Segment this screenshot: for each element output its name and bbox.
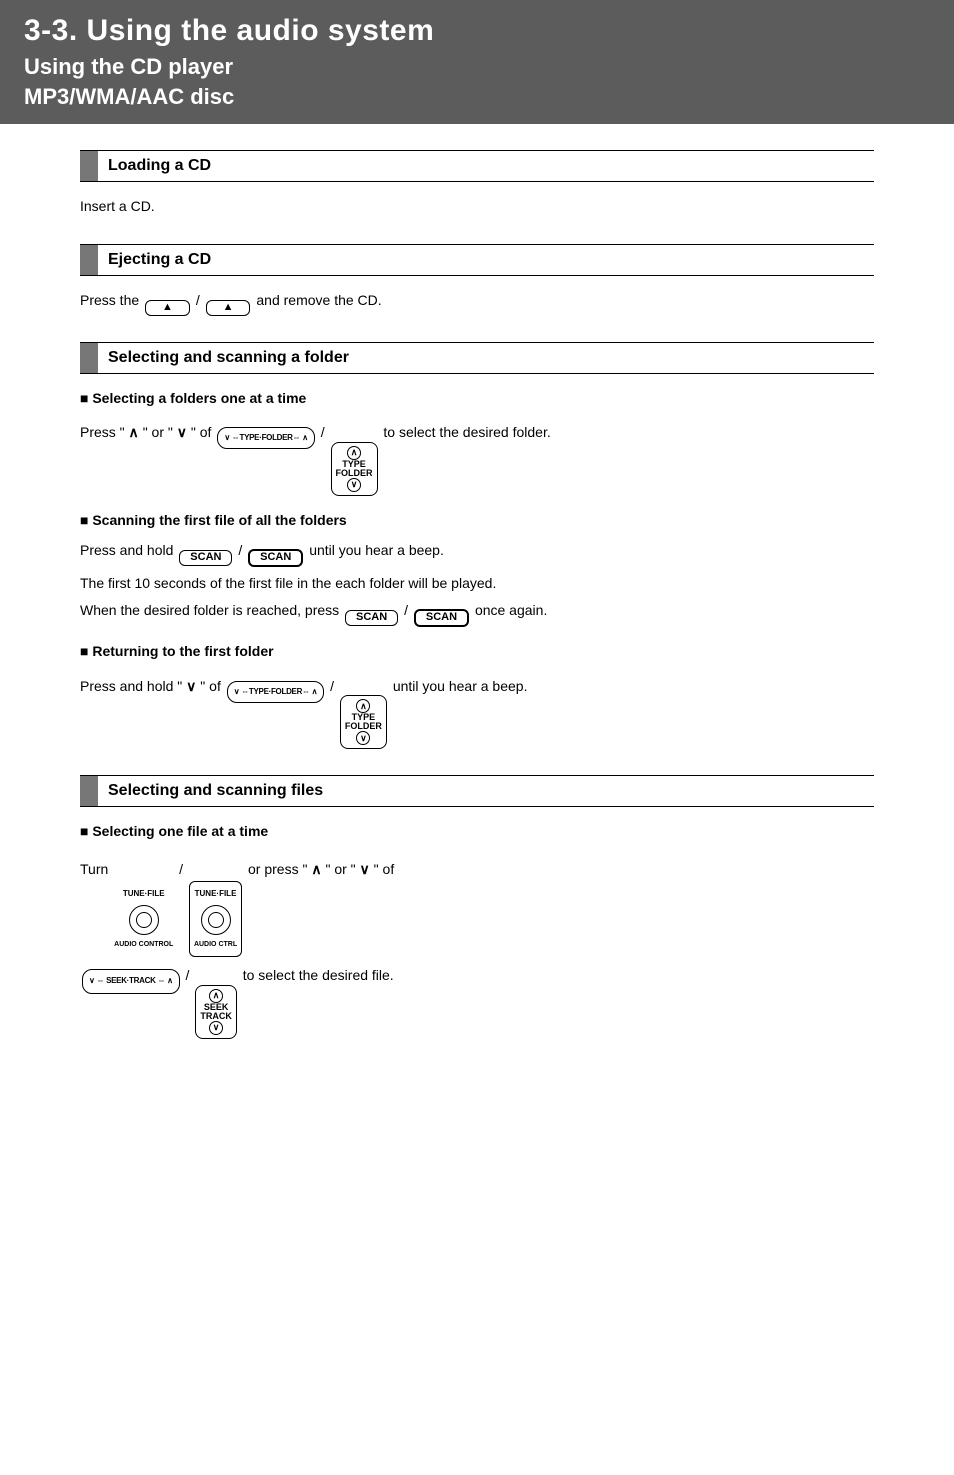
page-header: 3-3. Using the audio system Using the CD…	[0, 0, 954, 124]
up-chevron-icon: ∧	[129, 424, 139, 440]
down-circle-icon: ∨	[347, 478, 361, 492]
select-sub1: ■ Selecting a folders one at a time Pres…	[80, 388, 874, 496]
header-subtitle: MP3/WMA/AAC disc	[24, 84, 954, 110]
section-tab	[80, 245, 98, 275]
knob-top-a: TUNE·FILE	[123, 884, 165, 905]
header-title: Using the CD player	[24, 54, 954, 80]
scan-body3a: When the desired folder is reached, pres…	[80, 602, 343, 618]
select-sub1-line: Press " ∧ " or " ∨ " of ∨ ⇔TYPE·FOLDER⇔ …	[80, 417, 874, 496]
select-sub1-mid1: " or "	[143, 424, 173, 440]
select-sub1-title: ■ Selecting a folders one at a time	[80, 388, 874, 410]
type-folder-tall-button-icon-b: ∧ TYPE FOLDER ∨	[340, 695, 387, 749]
select-sub1-post: to select the desired folder.	[383, 424, 550, 440]
tune-file-knob-icon-b: TUNE·FILE AUDIO CTRL	[189, 881, 242, 957]
eject-body-line: Press the ▲ / ▲ and remove the CD.	[80, 290, 874, 316]
eject-button-icon-a: ▲	[145, 300, 190, 316]
sf-mid1: /	[179, 861, 187, 877]
knob-bot-b: AUDIO CTRL	[194, 936, 237, 954]
scan-pre: Press and hold	[80, 542, 177, 558]
section-bar-select: Selecting and scanning a folder	[80, 342, 874, 374]
sf-pre: Turn	[80, 861, 112, 877]
select-sub2-title: ■ Scanning the first file of all the fol…	[80, 510, 874, 532]
type-folder-combo-icon: ∨ ⇔TYPE·FOLDER⇔ ∧	[217, 427, 315, 449]
knob-bot-a: AUDIO CONTROL	[114, 936, 173, 954]
seek-track-combo-icon: ∨ ⇔ SEEK·TRACK ⇔ ∧	[82, 969, 180, 994]
section-tab	[80, 343, 98, 373]
sf-mid2: or press "	[248, 861, 307, 877]
type-folder-combo-icon-b: ∨ ⇔TYPE·FOLDER⇔ ∧	[227, 681, 325, 703]
scanfiles-sub1: ■ Selecting one file at a time Turn TUNE…	[80, 821, 874, 1038]
scan-mid: /	[238, 542, 246, 558]
section-load-body: Insert a CD.	[80, 196, 874, 218]
scan-body2: The first 10 seconds of the first file i…	[80, 573, 874, 595]
tall-label-folder-b: FOLDER	[345, 722, 382, 731]
ret-pre: Press and hold "	[80, 678, 182, 694]
select-sub3: ■ Returning to the first folder Press an…	[80, 641, 874, 749]
up-chevron-icon-b: ∧	[311, 861, 321, 877]
section-title-select: Selecting and scanning a folder	[98, 343, 874, 373]
up-circle-icon: ∧	[347, 446, 361, 460]
select-sub1-pre: Press "	[80, 424, 125, 440]
sf-mid4: " of	[374, 861, 395, 877]
down-chevron-icon-c: ∨	[360, 861, 370, 877]
down-chevron-icon: ∨	[177, 424, 187, 440]
select-sub1-mid2: " of	[191, 424, 215, 440]
eject-post: and remove the CD.	[256, 292, 381, 308]
section-bar-eject: Ejecting a CD	[80, 244, 874, 276]
scan-body3b: once again.	[475, 602, 547, 618]
select-sub1-mid3: /	[321, 424, 325, 440]
tall-label-track: TRACK	[200, 1012, 232, 1021]
down-chevron-icon-b: ∨	[186, 678, 196, 694]
section-bar-scanfiles: Selecting and scanning files	[80, 775, 874, 807]
sf-mid5: /	[186, 967, 194, 983]
section-eject-body: Press the ▲ / ▲ and remove the CD.	[80, 290, 874, 316]
select-sub2: ■ Scanning the first file of all the fol…	[80, 510, 874, 627]
seek-track-tall-button-icon: ∧ SEEK TRACK ∨	[195, 985, 237, 1039]
sf-mid3: " or "	[325, 861, 355, 877]
scan-button-icon-d: SCAN	[414, 609, 469, 627]
scanfiles-line1: Turn TUNE·FILE AUDIO CONTROL / TUNE·FILE…	[80, 851, 874, 1038]
scan-button-icon-b: SCAN	[248, 549, 303, 567]
section-title-scanfiles: Selecting and scanning files	[98, 776, 874, 806]
up-circle-icon-c: ∧	[209, 989, 223, 1003]
scan-mid-c: /	[404, 602, 412, 618]
section-tab	[80, 776, 98, 806]
scanfiles-sub1-title: ■ Selecting one file at a time	[80, 821, 874, 843]
down-circle-icon-c: ∨	[209, 1021, 223, 1035]
ret-mid2: /	[330, 678, 334, 694]
ret-mid1: " of	[200, 678, 224, 694]
knob-top-b: TUNE·FILE	[195, 884, 237, 905]
section-tab	[80, 151, 98, 181]
ret-post: until you hear a beep.	[393, 678, 528, 694]
type-folder-tall-button-icon: ∧ TYPE FOLDER ∨	[331, 442, 378, 496]
section-title-load: Loading a CD	[98, 151, 874, 181]
select-sub3-title: ■ Returning to the first folder	[80, 641, 874, 663]
scan-line3: When the desired folder is reached, pres…	[80, 600, 874, 627]
sf-post: to select the desired file.	[243, 967, 394, 983]
eject-mid: /	[196, 292, 204, 308]
scan-button-icon-a: SCAN	[179, 550, 232, 566]
eject-pre: Press the	[80, 292, 143, 308]
scan-button-icon-c: SCAN	[345, 610, 398, 626]
load-body-text: Insert a CD.	[80, 196, 874, 218]
header-section-number: 3-3. Using the audio system	[24, 14, 954, 48]
tall-label-folder: FOLDER	[336, 469, 373, 478]
up-circle-icon-b: ∧	[356, 699, 370, 713]
eject-button-icon-b: ▲	[206, 300, 251, 316]
section-bar-load: Loading a CD	[80, 150, 874, 182]
scan-post1: until you hear a beep.	[309, 542, 444, 558]
scan-line1: Press and hold SCAN / SCAN until you hea…	[80, 540, 874, 567]
down-circle-icon-b: ∨	[356, 731, 370, 745]
section-title-eject: Ejecting a CD	[98, 245, 874, 275]
page-body: Loading a CD Insert a CD. Ejecting a CD …	[0, 150, 954, 1103]
return-line: Press and hold " ∨ " of ∨ ⇔TYPE·FOLDER⇔ …	[80, 671, 874, 750]
tune-file-knob-icon-a: TUNE·FILE AUDIO CONTROL	[114, 884, 173, 954]
